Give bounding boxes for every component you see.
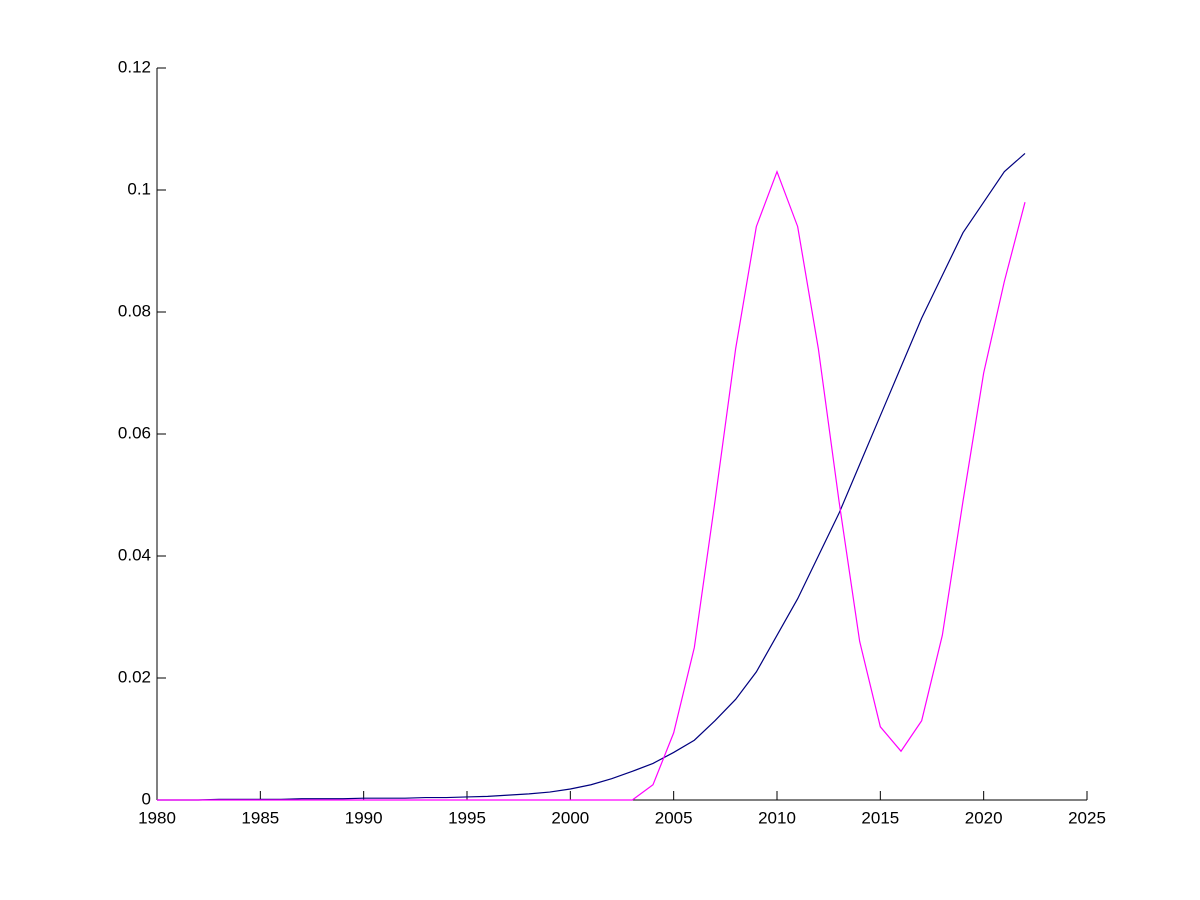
y-tick-label: 0 [142,789,151,808]
y-tick-label: 0.08 [118,301,151,320]
x-tick-label: 2025 [1068,808,1106,827]
y-tick-label: 0.06 [118,423,151,442]
y-tick-label: 0.1 [127,179,151,198]
x-tick-label: 2000 [551,808,589,827]
x-tick-label: 2010 [758,808,796,827]
y-tick-label: 0.12 [118,57,151,76]
x-tick-label: 1995 [448,808,486,827]
y-tick-label: 0.04 [118,545,151,564]
x-tick-label: 1990 [345,808,383,827]
x-tick-label: 1980 [138,808,176,827]
x-tick-label: 1985 [241,808,279,827]
line-series [157,169,1026,801]
y-tick-label: 0.02 [118,667,151,686]
x-tick-label: 2005 [655,808,693,827]
line-series [157,152,1026,801]
x-tick-label: 2015 [861,808,899,827]
x-tick-label: 2020 [965,808,1003,827]
